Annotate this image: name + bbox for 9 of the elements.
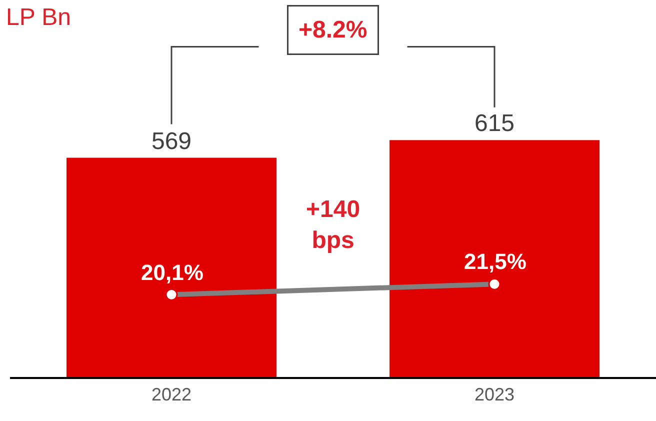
data-label: 569 (151, 128, 192, 155)
data-label: 615 (474, 110, 515, 138)
data-label: 21,5% (464, 249, 526, 274)
chart-title: LP Bn (6, 4, 71, 31)
x-tick-label: 2023 (474, 384, 515, 405)
data-label: 20,1% (141, 260, 204, 285)
annotation: +140 bps (306, 196, 360, 254)
text: +8.2% (298, 16, 368, 44)
x-tick-label: 2022 (151, 384, 192, 405)
